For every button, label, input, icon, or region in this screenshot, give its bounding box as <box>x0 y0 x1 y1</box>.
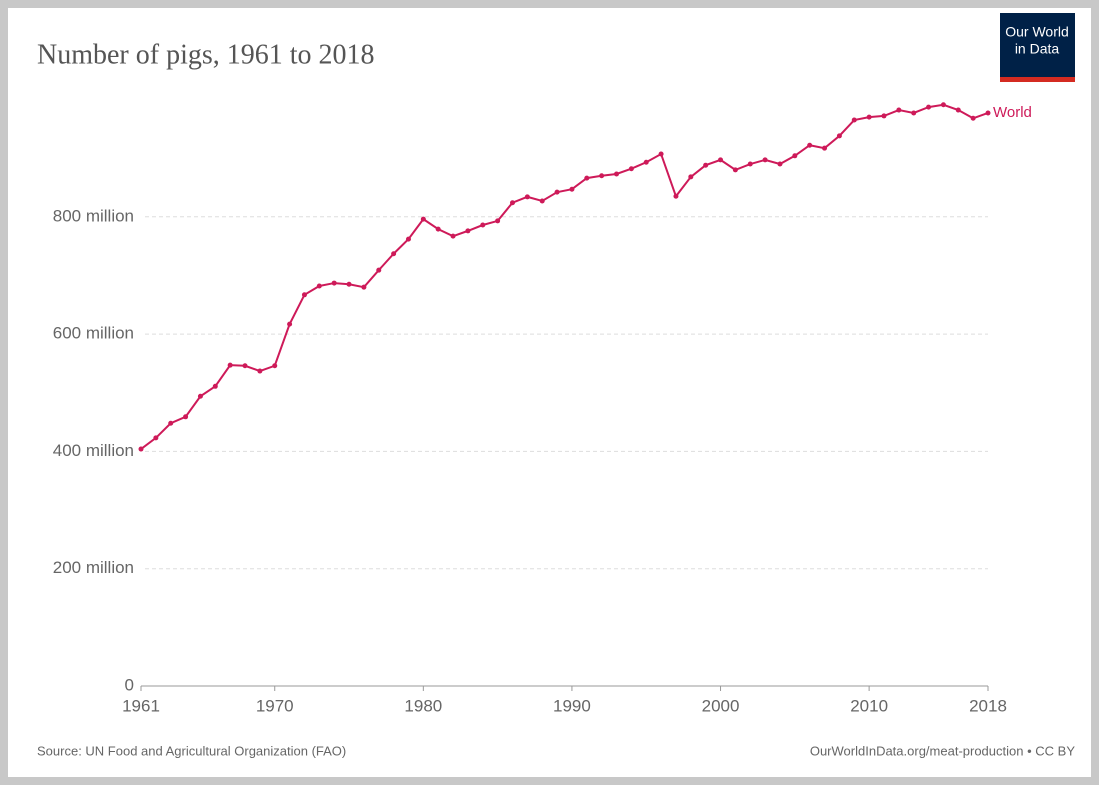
data-point <box>658 151 664 157</box>
data-point <box>599 173 605 179</box>
data-point <box>376 267 382 273</box>
data-point <box>569 186 575 192</box>
data-point <box>673 193 679 199</box>
data-point <box>272 363 278 369</box>
data-point <box>777 161 783 167</box>
data-point <box>732 167 738 173</box>
data-point <box>420 216 426 222</box>
data-point <box>361 284 367 290</box>
x-tick-label: 2000 <box>702 696 740 715</box>
series-line <box>140 103 989 450</box>
data-point <box>792 153 798 159</box>
data-point <box>524 194 530 200</box>
data-point <box>807 142 813 148</box>
card <box>8 8 1091 777</box>
data-point <box>970 115 976 121</box>
y-tick-label: 800 million <box>53 206 134 225</box>
credit: OurWorldInData.org/meat-production • CC … <box>810 743 1075 758</box>
data-point <box>940 102 946 108</box>
data-point <box>465 228 471 234</box>
data-point <box>643 159 649 165</box>
data-point <box>257 368 263 374</box>
data-point <box>614 171 620 177</box>
data-point <box>554 189 560 195</box>
data-point <box>822 145 828 151</box>
data-point <box>539 198 545 204</box>
data-point <box>911 110 917 116</box>
data-point <box>881 113 887 119</box>
data-point <box>584 175 590 181</box>
data-point <box>435 226 441 232</box>
data-point <box>509 200 515 206</box>
data-point <box>391 251 397 257</box>
data-point <box>985 110 991 116</box>
data-point <box>212 383 218 389</box>
data-point <box>718 157 724 163</box>
x-tick-label: 1990 <box>553 696 591 715</box>
data-point <box>628 166 634 172</box>
data-point <box>836 133 842 139</box>
x-tick-label: 2018 <box>969 696 1007 715</box>
data-point <box>688 174 694 180</box>
y-tick-label: 200 million <box>53 558 134 577</box>
data-point <box>851 117 857 123</box>
data-point <box>197 393 203 399</box>
data-point <box>138 446 144 452</box>
data-point <box>480 222 486 228</box>
x-tick-label: 1970 <box>256 696 294 715</box>
data-point <box>896 107 902 113</box>
data-point <box>331 280 337 286</box>
data-point <box>450 233 456 239</box>
logo-text: in Data <box>1015 41 1060 57</box>
x-tick-label: 1980 <box>404 696 442 715</box>
x-tick-label: 1961 <box>122 696 160 715</box>
data-point <box>301 292 307 298</box>
data-point <box>747 161 753 167</box>
y-tick-label: 600 million <box>53 324 134 343</box>
chart-title: Number of pigs, 1961 to 2018 <box>37 39 375 70</box>
data-point <box>762 157 768 163</box>
data-point <box>495 218 501 224</box>
source: Source: UN Food and Agricultural Organiz… <box>37 743 346 758</box>
data-point <box>227 362 233 368</box>
data-point <box>926 104 932 110</box>
data-point <box>703 162 709 168</box>
y-tick-label: 400 million <box>53 441 134 460</box>
data-point <box>183 414 189 420</box>
data-point <box>405 236 411 242</box>
data-point <box>153 435 159 441</box>
x-tick-label: 2010 <box>850 696 888 715</box>
series-label: World <box>993 104 1032 121</box>
data-point <box>346 281 352 287</box>
y-tick-label: 0 <box>125 675 134 694</box>
data-point <box>955 107 961 113</box>
logo-box <box>1000 13 1075 77</box>
data-point <box>287 321 293 327</box>
logo-bar <box>1000 77 1075 82</box>
data-point <box>242 363 248 369</box>
data-point <box>316 283 322 289</box>
data-point <box>866 114 872 120</box>
data-point <box>168 420 174 426</box>
logo-text: Our World <box>1005 24 1069 40</box>
